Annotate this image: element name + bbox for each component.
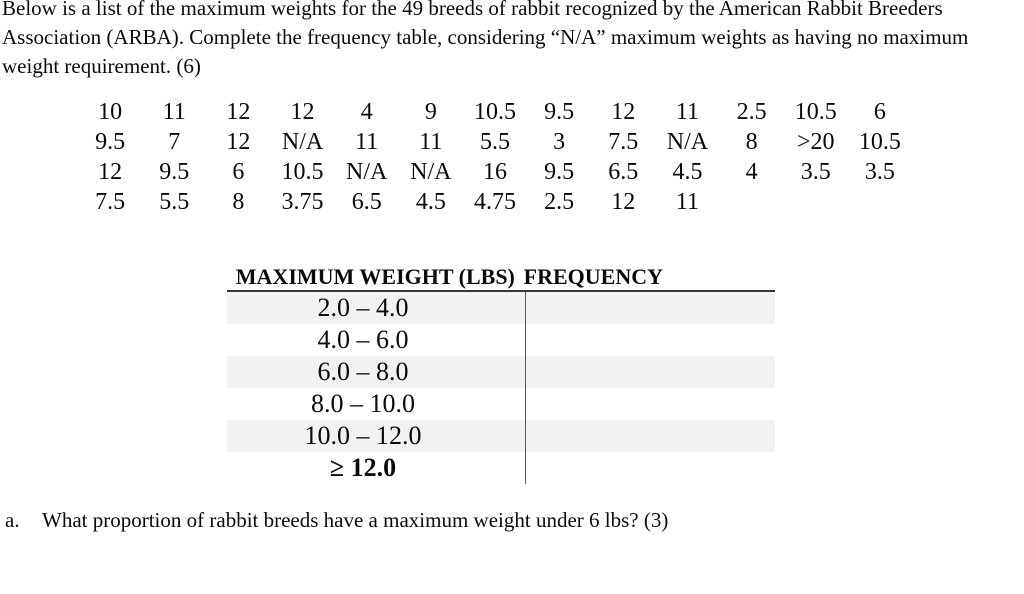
weight-value: N/A xyxy=(281,129,324,155)
weight-value: 9.5 xyxy=(544,159,575,185)
weight-value: 10 xyxy=(98,99,123,125)
problem-statement-line-1: Below is a list of the maximum weights f… xyxy=(2,0,943,20)
weight-value: 8 xyxy=(745,129,758,155)
weight-value: 5.5 xyxy=(479,129,510,155)
weight-value: 7.5 xyxy=(95,189,126,215)
frequency-cell-blank xyxy=(526,420,775,452)
frequency-table-row: 2.0 – 4.0 xyxy=(227,292,775,324)
weight-value: 3.75 xyxy=(281,189,324,215)
weight-value: 10.5 xyxy=(281,159,324,185)
weight-value: 11 xyxy=(675,189,699,215)
weight-range-label: 8.0 – 10.0 xyxy=(227,388,526,420)
weight-value: 8 xyxy=(232,189,245,215)
weight-value: 11 xyxy=(355,129,379,155)
weight-value: 6 xyxy=(232,159,245,185)
weight-value: 12 xyxy=(226,99,251,125)
frequency-table: MAXIMUM WEIGHT (LBS) FREQUENCY 2.0 – 4.0… xyxy=(227,263,775,484)
weight-value: 3.5 xyxy=(800,159,831,185)
weight-value: 4.75 xyxy=(473,189,516,215)
weight-value: 3 xyxy=(553,129,566,155)
weight-value: 3.5 xyxy=(864,159,895,185)
weight-value: 4.5 xyxy=(415,189,446,215)
weight-value: 10.5 xyxy=(794,99,837,125)
weight-value: 12 xyxy=(611,99,636,125)
weight-value: 6.5 xyxy=(608,159,639,185)
weight-value: N/A xyxy=(346,159,388,185)
weight-value: 7 xyxy=(168,129,181,155)
weights-grid: 10 11 12 12 4 9 10.5 9.5 12 11 2.5 10.5 6 9.5 7 12 N/A 11… xyxy=(78,97,912,217)
weight-value: 9.5 xyxy=(544,99,575,125)
weight-value: 11 xyxy=(162,99,186,125)
frequency-table-body: 2.0 – 4.0 4.0 – 6.0 6.0 – 8.0 8.0 – 10.0 10.… xyxy=(227,292,775,484)
frequency-cell-blank xyxy=(526,356,775,388)
frequency-table-row: 10.0 – 12.0 xyxy=(227,420,775,452)
empty-cell xyxy=(784,187,848,217)
frequency-table-header: MAXIMUM WEIGHT (LBS) FREQUENCY xyxy=(227,263,775,292)
weight-value: 2.5 xyxy=(544,189,575,215)
weight-value: 12 xyxy=(226,129,251,155)
weight-range-label: 4.0 – 6.0 xyxy=(227,324,526,356)
frequency-table-row: 6.0 – 8.0 xyxy=(227,356,775,388)
empty-cell xyxy=(848,187,912,217)
frequency-cell-blank xyxy=(526,324,775,356)
weight-value: 4 xyxy=(745,159,758,185)
weight-value: 9.5 xyxy=(95,129,126,155)
weight-value: 11 xyxy=(675,99,699,125)
frequency-cell-blank xyxy=(526,388,775,420)
frequency-table-row: ≥ 12.0 xyxy=(227,452,775,484)
weight-value: 9.5 xyxy=(159,159,190,185)
frequency-table-row: 4.0 – 6.0 xyxy=(227,324,775,356)
weight-value: 2.5 xyxy=(736,99,767,125)
weight-range-label: ≥ 12.0 xyxy=(227,452,526,484)
weight-value: 10.5 xyxy=(473,99,516,125)
empty-cell xyxy=(720,187,784,217)
weight-value: 5.5 xyxy=(159,189,190,215)
frequency-cell-blank xyxy=(526,452,775,484)
weight-value: N/A xyxy=(410,159,452,185)
weight-range-label: 10.0 – 12.0 xyxy=(227,420,526,452)
column-header-frequency: FREQUENCY xyxy=(523,264,663,289)
weight-value: 11 xyxy=(419,129,443,155)
weight-value: >20 xyxy=(796,129,835,155)
problem-statement-line-3: weight requirement. (6) xyxy=(2,54,201,78)
question-a: a. What proportion of rabbit breeds have … xyxy=(5,506,668,535)
weight-value: 10.5 xyxy=(858,129,901,155)
weight-value: 4.5 xyxy=(672,159,703,185)
problem-statement: Below is a list of the maximum weights f… xyxy=(2,0,968,81)
weight-value: 6.5 xyxy=(351,189,382,215)
weight-range-label: 6.0 – 8.0 xyxy=(227,356,526,388)
question-a-label: a. xyxy=(5,508,20,532)
weight-value: 12 xyxy=(290,99,315,125)
weight-value: 4 xyxy=(360,99,373,125)
weight-value: 16 xyxy=(482,159,507,185)
frequency-table-row: 8.0 – 10.0 xyxy=(227,388,775,420)
weight-value: 9 xyxy=(424,99,437,125)
column-header-maximum-weight: MAXIMUM WEIGHT (LBS) xyxy=(235,264,515,289)
weight-value: N/A xyxy=(666,129,709,155)
weight-range-label: 2.0 – 4.0 xyxy=(227,292,526,324)
weight-value: 7.5 xyxy=(608,129,639,155)
weight-value: 12 xyxy=(611,189,636,215)
weight-value: 6 xyxy=(873,99,886,125)
weight-value: 12 xyxy=(98,159,123,185)
problem-statement-line-2: Association (ARBA). Complete the frequen… xyxy=(2,25,969,49)
frequency-cell-blank xyxy=(526,292,775,324)
question-a-text: What proportion of rabbit breeds have a … xyxy=(42,508,669,532)
